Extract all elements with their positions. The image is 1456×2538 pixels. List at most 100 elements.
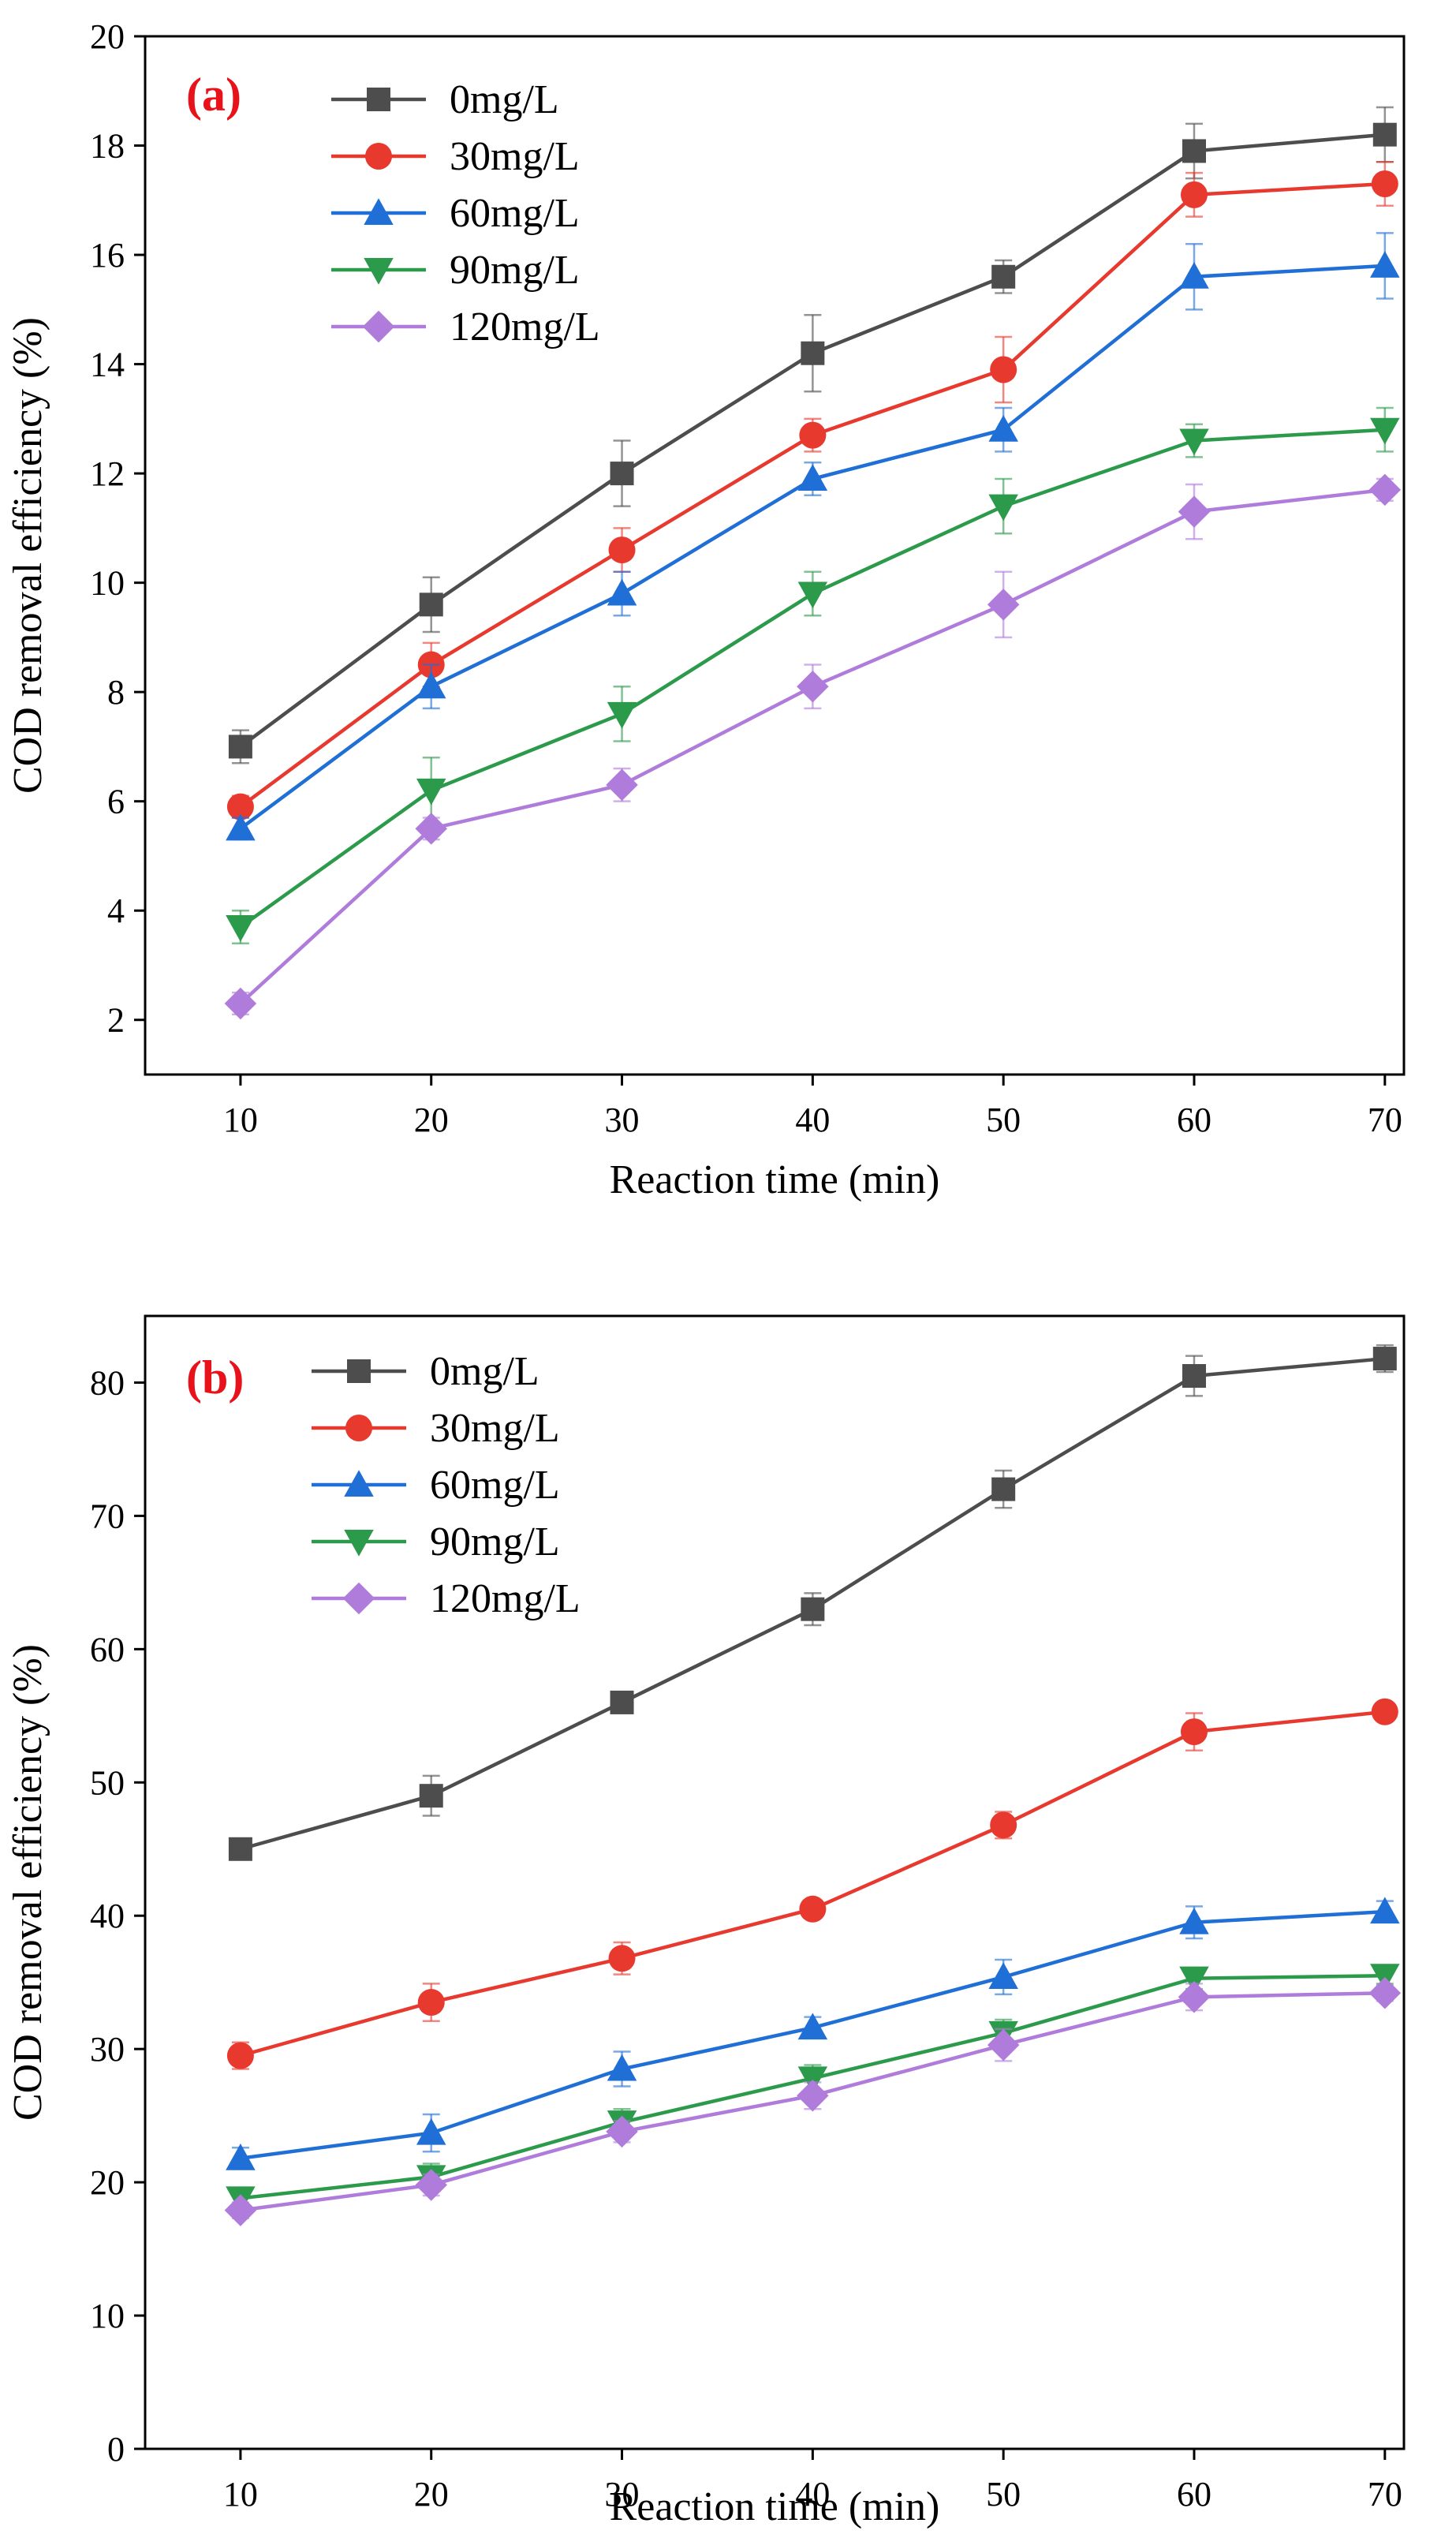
y-tick-label-b-2: 20 [90, 2163, 125, 2202]
y-tick-label-b-3: 30 [90, 2030, 125, 2069]
x-tick-label-b-3: 40 [795, 2475, 830, 2514]
data-point-a-4-4 [987, 589, 1020, 621]
data-point-a-2-0 [226, 813, 256, 841]
data-point-b-4-3 [797, 2080, 829, 2112]
legend-label-b-4: 120mg/L [430, 1576, 581, 1621]
legend-label-a-1: 30mg/L [450, 134, 580, 179]
data-point-b-4-2 [606, 2115, 638, 2148]
data-point-b-1-5 [1181, 1718, 1208, 1746]
x-tick-label-a-5: 60 [1177, 1101, 1211, 1139]
x-tick-label-b-5: 60 [1177, 2475, 1211, 2514]
data-point-b-2-2 [607, 2054, 637, 2081]
series-a-4 [224, 473, 1402, 1020]
plot-frame-a [144, 35, 1406, 1076]
y-tick-label-a-1: 4 [107, 891, 125, 930]
data-point-b-2-6 [1370, 1897, 1400, 1924]
data-point-a-2-1 [416, 671, 446, 699]
data-point-b-2-1 [416, 2117, 446, 2145]
data-point-b-0-4 [991, 1477, 1016, 1501]
x-tick-label-a-1: 20 [414, 1101, 449, 1139]
y-tick-label-a-5: 12 [90, 454, 125, 493]
data-point-b-1-0 [226, 2042, 254, 2069]
data-point-b-2-5 [1179, 1907, 1209, 1934]
y-tick-label-b-1: 10 [90, 2297, 125, 2335]
x-axis-title-b: Reaction time (min) [610, 2484, 940, 2529]
data-point-a-3-4 [988, 494, 1018, 521]
legend-marker-b-2 [344, 1470, 374, 1497]
y-tick-label-a-0: 2 [107, 1001, 125, 1040]
legend-marker-a-2 [364, 198, 394, 225]
data-point-a-3-2 [607, 701, 637, 729]
legend-label-a-3: 90mg/L [450, 248, 580, 293]
legend-label-a-2: 60mg/L [450, 191, 580, 236]
data-point-a-4-3 [797, 670, 829, 703]
data-point-a-1-2 [608, 536, 636, 564]
series-a-0 [228, 106, 1397, 764]
data-point-a-3-1 [416, 778, 446, 806]
plot-frame-b [144, 1314, 1406, 2450]
data-point-a-4-1 [415, 813, 447, 845]
x-tick-label-a-6: 70 [1368, 1101, 1402, 1139]
y-tick-label-b-0: 0 [107, 2430, 125, 2469]
data-point-b-2-4 [988, 1962, 1018, 1989]
data-point-b-0-5 [1182, 1364, 1206, 1389]
y-tick-label-b-5: 50 [90, 1763, 125, 1802]
legend-marker-b-4 [342, 1582, 375, 1615]
data-point-b-2-0 [226, 2143, 256, 2170]
x-tick-label-a-2: 30 [605, 1101, 640, 1139]
y-tick-label-a-7: 16 [90, 236, 125, 275]
x-axis-title-a: Reaction time (min) [610, 1157, 940, 1202]
y-tick-label-b-8: 80 [90, 1363, 125, 1402]
legend-marker-b-0 [347, 1359, 371, 1383]
x-tick-label-b-2: 30 [605, 2475, 640, 2514]
data-point-a-0-5 [1182, 139, 1206, 163]
series-b-0 [228, 1344, 1397, 1861]
data-point-a-2-6 [1370, 251, 1400, 278]
data-point-b-0-1 [419, 1784, 443, 1808]
data-point-b-4-6 [1368, 1976, 1402, 2009]
data-point-a-4-2 [606, 768, 638, 802]
data-point-a-2-3 [797, 464, 828, 492]
data-point-a-3-6 [1370, 417, 1400, 445]
data-point-a-1-4 [990, 356, 1017, 383]
data-point-a-4-0 [224, 987, 257, 1020]
data-point-b-3-5 [1179, 1966, 1209, 1994]
series-a-2 [226, 232, 1400, 841]
data-point-a-3-3 [797, 581, 828, 609]
y-axis-title-a: COD removal efficiency (%) [6, 317, 50, 794]
data-point-b-1-2 [608, 1945, 636, 1972]
legend-marker-b-3 [344, 1530, 374, 1557]
y-tick-label-b-4: 40 [90, 1897, 125, 1935]
data-point-b-1-3 [799, 1895, 827, 1923]
y-tick-label-a-6: 14 [90, 346, 125, 384]
y-tick-label-a-2: 6 [107, 783, 125, 821]
legend-label-b-1: 30mg/L [430, 1406, 560, 1451]
data-point-a-2-4 [988, 414, 1018, 442]
data-point-a-0-2 [610, 462, 634, 486]
data-point-a-1-6 [1371, 170, 1398, 198]
series-b-4 [224, 1976, 1402, 2226]
legend-label-b-2: 60mg/L [430, 1463, 560, 1508]
data-point-b-1-4 [990, 1811, 1017, 1839]
panel-label-b: (b) [186, 1351, 244, 1404]
data-point-b-4-0 [224, 2194, 257, 2226]
legend-marker-b-1 [345, 1415, 372, 1441]
data-point-b-1-6 [1371, 1698, 1398, 1725]
y-axis-title-b: COD removal efficiency (%) [6, 1644, 50, 2121]
data-point-b-4-4 [987, 2028, 1020, 2061]
series-line-a-4 [239, 488, 1386, 1005]
data-point-b-2-3 [797, 2013, 828, 2040]
legend-marker-a-3 [364, 258, 394, 285]
y-tick-label-a-4: 10 [90, 564, 125, 603]
x-tick-label-a-0: 10 [223, 1101, 258, 1139]
data-point-a-3-0 [226, 914, 256, 942]
data-point-b-0-6 [1372, 1347, 1397, 1371]
legend-b: 0mg/L 30mg/L 60mg/L 90mg/L 120mg/L [430, 1349, 581, 1621]
data-point-a-3-5 [1179, 428, 1209, 456]
data-point-a-0-3 [801, 341, 825, 365]
chart-panel-a: (a) Reaction time (min) COD removal effi… [6, 17, 1406, 1202]
data-point-b-0-0 [228, 1837, 252, 1861]
legend-label-b-0: 0mg/L [430, 1349, 539, 1394]
data-point-a-1-0 [226, 793, 254, 820]
